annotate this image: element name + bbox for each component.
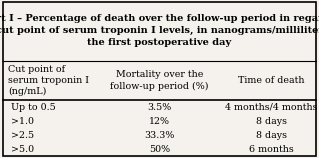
FancyBboxPatch shape bbox=[3, 2, 316, 156]
Text: Up to 0.5: Up to 0.5 bbox=[11, 103, 56, 112]
Text: 3.5%: 3.5% bbox=[147, 103, 172, 112]
Text: >1.0: >1.0 bbox=[11, 117, 34, 126]
Text: Cut point of
serum troponin I
(ng/mL): Cut point of serum troponin I (ng/mL) bbox=[8, 65, 89, 96]
Text: 4 months/4 months: 4 months/4 months bbox=[225, 103, 317, 112]
Text: Mortality over the
follow-up period (%): Mortality over the follow-up period (%) bbox=[110, 70, 209, 91]
Text: >5.0: >5.0 bbox=[11, 145, 34, 154]
Text: Chart I – Percentage of death over the follow-up period in regard to
the cut poi: Chart I – Percentage of death over the f… bbox=[0, 14, 319, 47]
Text: 6 months: 6 months bbox=[249, 145, 293, 154]
Text: 8 days: 8 days bbox=[256, 117, 287, 126]
Text: 8 days: 8 days bbox=[256, 131, 287, 140]
Text: Time of death: Time of death bbox=[238, 76, 304, 85]
Text: 50%: 50% bbox=[149, 145, 170, 154]
Text: 12%: 12% bbox=[149, 117, 170, 126]
Text: >2.5: >2.5 bbox=[11, 131, 34, 140]
Text: 33.3%: 33.3% bbox=[144, 131, 175, 140]
